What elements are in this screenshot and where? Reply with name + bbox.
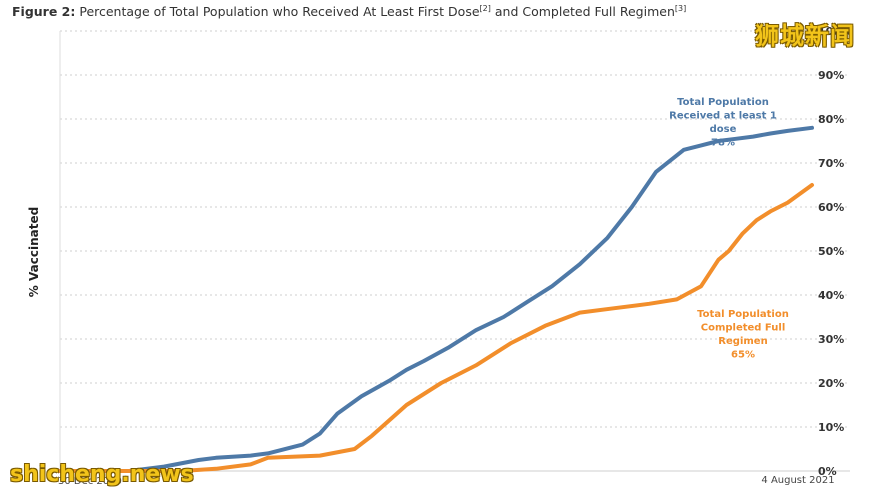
x-end-label: 4 August 2021 [761, 475, 834, 486]
annotation-line: Completed Full [701, 323, 786, 334]
y-axis-label: % Vaccinated [27, 207, 41, 297]
annotation-line: Total Population [697, 309, 789, 320]
annotations: Total Population Received at least 1 dose 7… [669, 97, 789, 361]
annotation-line: Regimen [718, 336, 767, 347]
figure-text-mid: and Completed Full Regimen [490, 4, 675, 20]
ref-3: [3] [674, 4, 687, 13]
y-tick-label: 30% [818, 333, 844, 346]
grid [60, 30, 850, 472]
y-tick-label: 60% [818, 201, 844, 214]
y-tick-label: 100% [818, 25, 852, 38]
y-tick-label: 40% [818, 289, 844, 302]
y-tick-label: 70% [818, 157, 844, 170]
y-tick-label: 80% [818, 113, 844, 126]
figure-text: Percentage of Total Population who Recei… [75, 4, 480, 20]
y-tick-label: 90% [818, 69, 844, 82]
y-tick-label: 0% [818, 465, 837, 478]
y-tick-label: 20% [818, 377, 844, 390]
series-layer [58, 125, 814, 473]
annotation-line: dose [710, 124, 737, 135]
y-tick-label: 50% [818, 245, 844, 258]
annotation-line: Total Population [677, 97, 769, 108]
y-axis-ticks: 0% 10% 20% 30% 40% 50% 60% 70% 80% 90% 100% [818, 25, 852, 478]
figure-label: Figure 2: [12, 4, 76, 20]
ref-2: [2] [479, 4, 491, 13]
series-line-first-dose [58, 125, 814, 473]
x-start-label: 30 Dec 2020 [58, 476, 122, 487]
chart-title: Figure 2: Percentage of Total Population… [12, 4, 686, 19]
y-tick-label: 10% [818, 421, 844, 434]
series-line-full-regimen [58, 183, 814, 473]
watermark-cn: 狮城新闻 [755, 22, 855, 50]
watermark-en: shicheng.news [10, 462, 194, 487]
annotation-line: 78% [711, 138, 735, 149]
annotation-line: Received at least 1 [669, 111, 777, 122]
annotation-line: 65% [731, 350, 755, 361]
